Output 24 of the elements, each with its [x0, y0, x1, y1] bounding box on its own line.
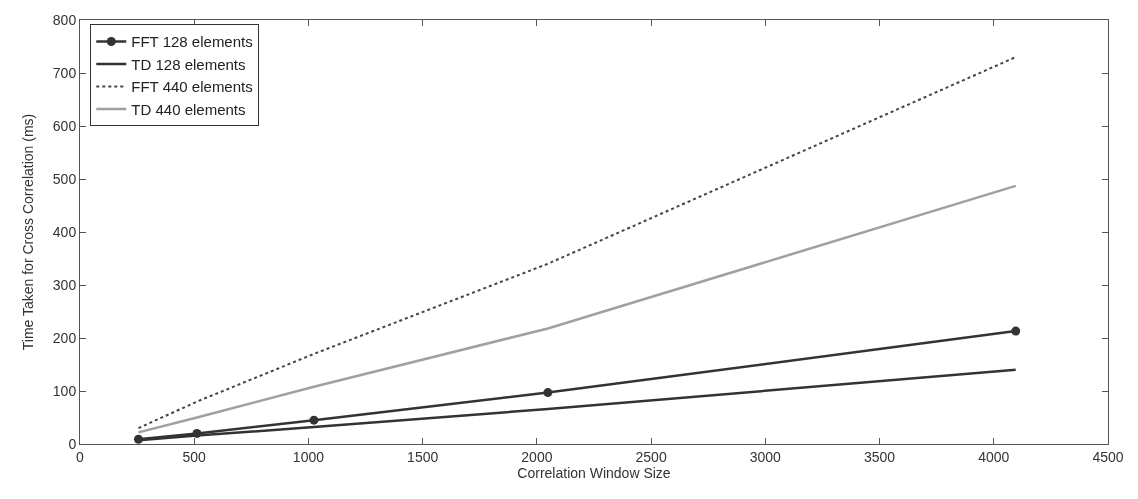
x-tick-label: 3000 [749, 448, 782, 465]
y-tick-label: 100 [52, 382, 77, 399]
legend-label: TD 128 elements [131, 55, 246, 73]
x-tick-label: 4000 [978, 448, 1010, 465]
y-tick-label: 800 [52, 11, 77, 28]
legend-label: TD 440 elements [131, 100, 246, 118]
x-tick-label: 4500 [1092, 448, 1124, 465]
x-tick-label: 2000 [521, 448, 553, 465]
x-axis-title: Correlation Window Size [517, 465, 671, 482]
x-tick-label: 2500 [635, 448, 667, 465]
y-tick-label: 400 [52, 223, 77, 240]
x-tick-label: 3500 [863, 448, 896, 465]
y-tick-label: 300 [52, 276, 77, 293]
y-tick-label: 600 [52, 117, 77, 134]
x-tick-label: 1500 [407, 448, 439, 465]
x-tick-label: 500 [182, 448, 207, 465]
y-tick-label: 0 [68, 435, 77, 452]
y-tick-label: 700 [52, 64, 77, 81]
legend-label: FFT 128 elements [131, 33, 253, 51]
y-axis-title: Time Taken for Cross Correlation (ms) [20, 113, 37, 351]
y-tick-label: 200 [52, 329, 77, 346]
legend-label: FFT 440 elements [131, 78, 253, 96]
x-tick-label: 1000 [292, 448, 325, 465]
y-tick-label: 500 [52, 170, 77, 187]
